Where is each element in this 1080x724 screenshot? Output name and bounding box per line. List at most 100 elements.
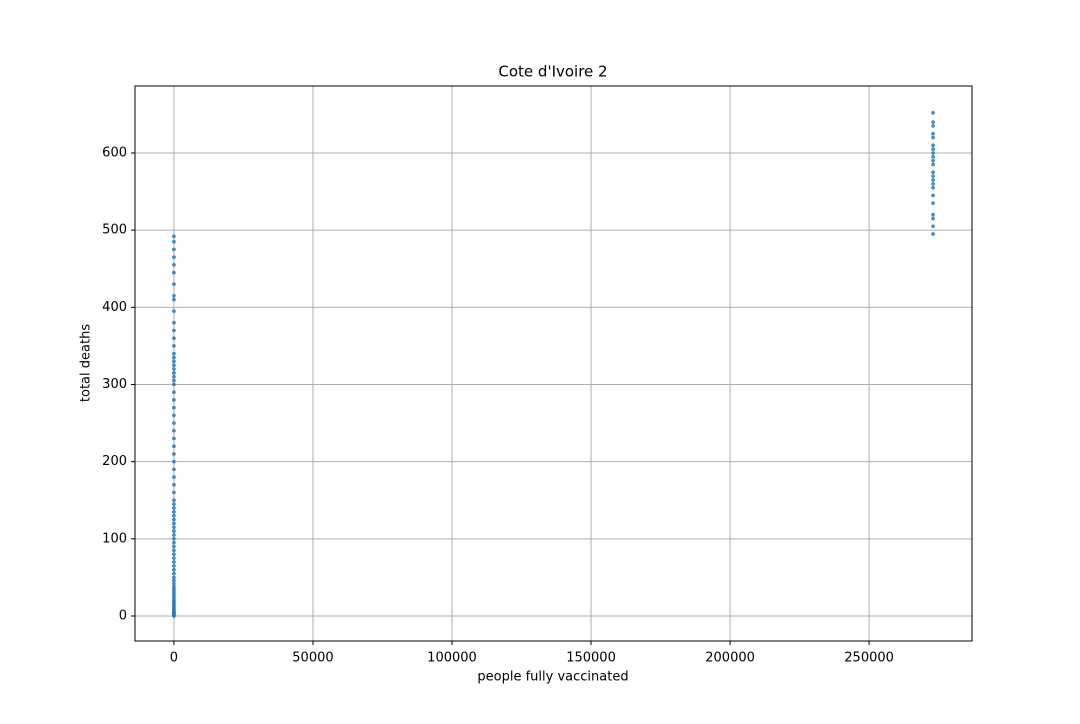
x-tick-label: 200000 [705,651,755,666]
point [931,170,935,175]
point [172,571,176,576]
point [172,398,176,402]
point [931,178,935,182]
y-tick-label: 300 [102,377,127,392]
point [172,490,176,495]
point [172,513,176,518]
point [172,517,176,522]
point [172,328,176,333]
point [172,502,176,506]
point [172,421,176,425]
point [931,143,935,148]
x-axis-label: people fully vaccinated [477,670,628,685]
point [172,552,176,557]
y-tick-label: 600 [102,145,127,160]
point [172,378,176,383]
point [172,498,176,503]
point [172,239,176,244]
point [931,120,935,124]
point [172,521,176,526]
point [931,201,935,205]
point [172,405,176,410]
point [931,232,935,236]
point [931,224,935,229]
point [172,436,176,441]
y-axis-label: total deaths [79,324,94,402]
point [172,359,176,364]
point [172,578,176,583]
plot-frame [134,85,973,642]
x-tick-label: 100000 [427,651,477,666]
point [172,382,176,387]
point [931,162,935,167]
point [172,413,176,418]
point [172,367,176,371]
x-tick-label: 250000 [844,651,894,666]
point [931,212,935,217]
y-tick-label: 0 [119,608,127,623]
point [172,247,176,252]
point [172,452,176,456]
point [172,548,176,553]
point [172,567,176,572]
point [931,154,935,159]
point [931,111,935,115]
point [931,216,935,221]
point [931,174,935,178]
point [931,193,935,198]
point [931,131,935,136]
point [931,185,935,190]
point [172,540,176,545]
point [172,336,176,341]
point [931,135,935,140]
point [172,293,176,298]
point [172,270,176,275]
point [172,234,176,239]
y-tick-label: 400 [102,300,127,315]
point [172,584,176,589]
point [172,536,176,541]
point [172,363,176,368]
x-tick-label: 150000 [566,651,616,666]
y-tick-label: 500 [102,223,127,238]
point [172,509,176,514]
point [172,355,176,360]
point [931,147,935,151]
x-tick-label: 50000 [292,651,333,666]
x-tick-label: 0 [170,651,178,666]
point [172,575,176,580]
point [172,563,176,568]
point [172,309,176,314]
point [172,560,176,564]
point [172,428,176,433]
point [172,371,176,375]
point [172,482,176,487]
point [931,124,935,128]
point [172,297,176,302]
point [172,544,176,549]
point [172,282,176,287]
point [172,320,176,325]
point [172,374,176,379]
chart-title: Cote d'Ivoire 2 [498,63,607,81]
point [172,525,176,530]
point [172,255,176,260]
point [172,390,176,395]
y-tick-label: 100 [102,531,127,546]
point [172,475,176,479]
point [172,344,176,348]
point [931,158,935,163]
point [172,533,176,537]
point [172,556,176,560]
point [172,444,176,449]
point [172,263,176,267]
point [172,459,176,464]
y-tick-label: 200 [102,454,127,469]
point [172,581,176,586]
point [172,529,176,533]
point [931,151,935,155]
point [172,467,176,472]
point [172,351,176,356]
